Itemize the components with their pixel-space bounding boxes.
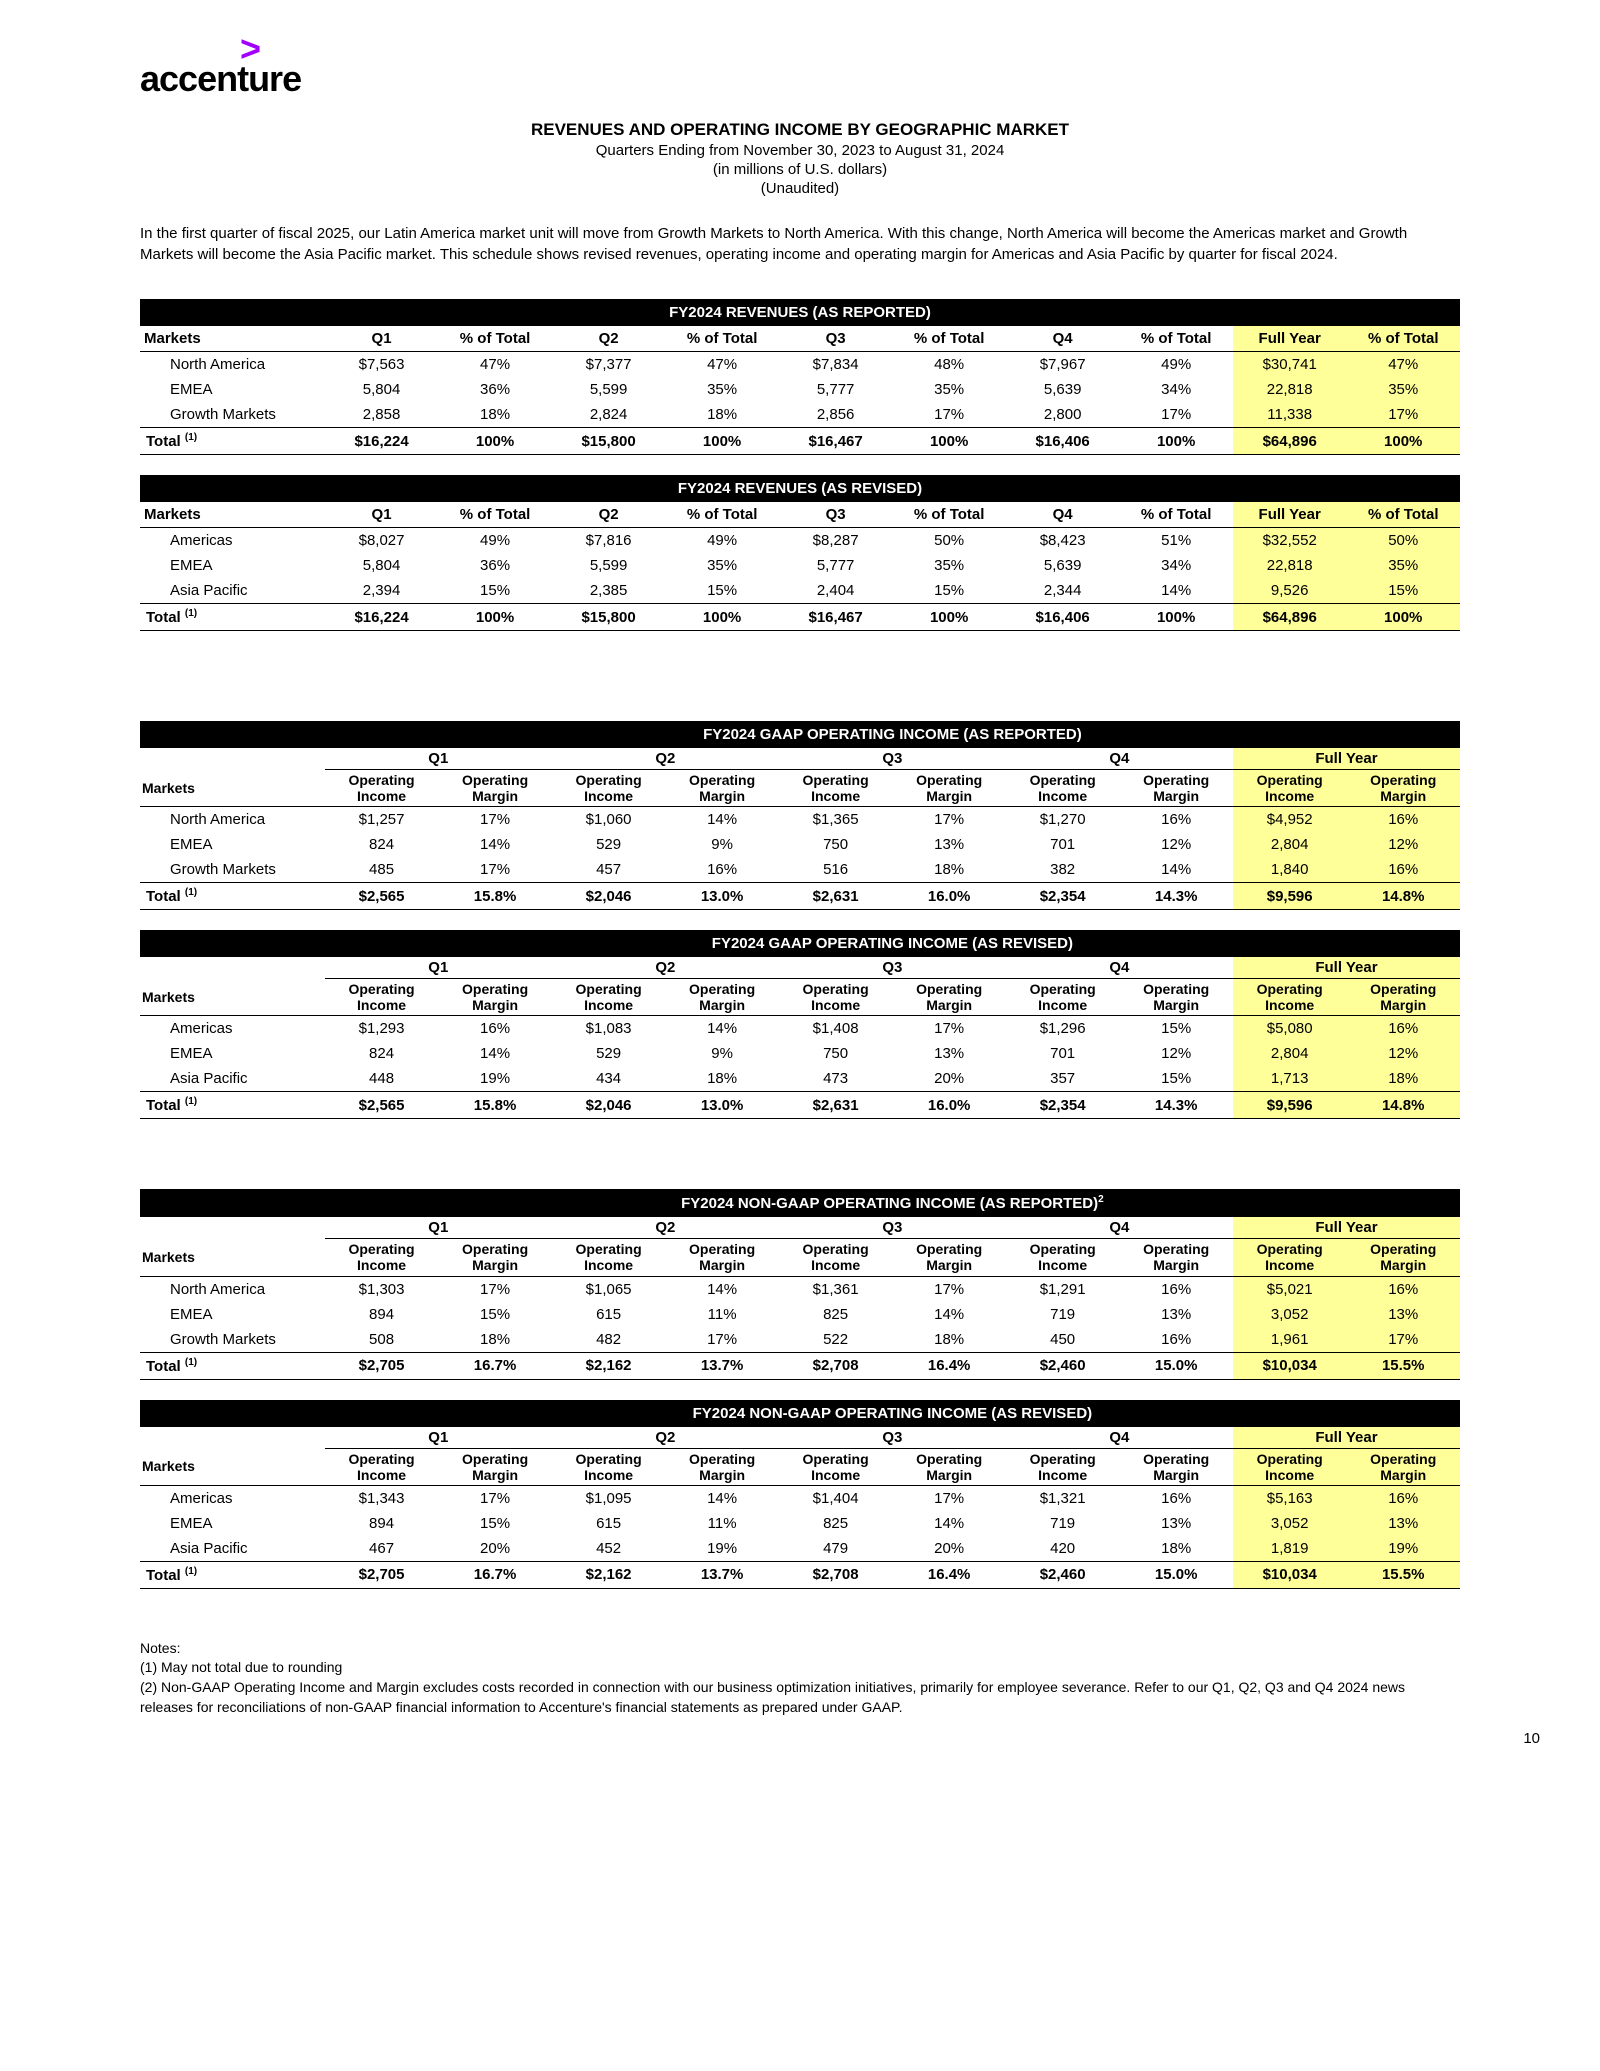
- table-title: FY2024 REVENUES (AS REPORTED): [140, 299, 1460, 326]
- subtitle-currency: (in millions of U.S. dollars): [140, 161, 1460, 178]
- total-row: Total (1)$2,56515.8%$2,04613.0%$2,63116.…: [140, 883, 1460, 910]
- table-row: Americas $8,02749%$7,81649% $8,28750%$8,…: [140, 528, 1460, 554]
- table-row: Asia Pacific46720%45219%47920%42018%1,81…: [140, 1536, 1460, 1562]
- table-title: FY2024 REVENUES (AS REVISED): [140, 475, 1460, 502]
- logo-text: accenture: [140, 58, 1460, 100]
- table-row: North America$1,30317%$1,06514%$1,36117%…: [140, 1276, 1460, 1302]
- revenue-table: FY2024 REVENUES (AS REVISED) Markets Q1%…: [140, 475, 1460, 631]
- table-row: EMEA82414%5299%75013%70112%2,80412%: [140, 832, 1460, 857]
- table-row: EMEA82414%5299%75013%70112%2,80412%: [140, 1041, 1460, 1066]
- page-number: 10: [1523, 1730, 1540, 1747]
- table-title: FY2024 NON-GAAP OPERATING INCOME (AS REV…: [325, 1400, 1460, 1427]
- note-1: (1) May not total due to rounding: [140, 1658, 1460, 1678]
- revenue-table: FY2024 REVENUES (AS REPORTED) Markets Q1…: [140, 299, 1460, 455]
- total-row: Total (1)$2,70516.7%$2,16213.7%$2,70816.…: [140, 1352, 1460, 1379]
- logo-symbol-icon: >: [240, 40, 1460, 58]
- subtitle-period: Quarters Ending from November 30, 2023 t…: [140, 142, 1460, 159]
- table-row: North America$1,25717%$1,06014%$1,36517%…: [140, 807, 1460, 833]
- total-row: Total (1) $16,224100%$15,800100% $16,467…: [140, 428, 1460, 455]
- table-title: FY2024 GAAP OPERATING INCOME (AS REPORTE…: [325, 721, 1460, 748]
- total-row: Total (1) $16,224100%$15,800100% $16,467…: [140, 604, 1460, 631]
- title-main: REVENUES AND OPERATING INCOME BY GEOGRAP…: [140, 120, 1460, 140]
- note-2: (2) Non-GAAP Operating Income and Margin…: [140, 1678, 1460, 1717]
- table-row: Growth Markets48517%45716%51618%38214%1,…: [140, 857, 1460, 883]
- table-row: Growth Markets50818%48217%52218%45016%1,…: [140, 1327, 1460, 1353]
- operating-income-table: FY2024 NON-GAAP OPERATING INCOME (AS REP…: [140, 1189, 1460, 1379]
- table-row: Asia Pacific 2,39415%2,38515% 2,40415%2,…: [140, 578, 1460, 604]
- table-row: Growth Markets 2,85818%2,82418% 2,85617%…: [140, 402, 1460, 428]
- table-row: Americas$1,34317%$1,09514%$1,40417%$1,32…: [140, 1485, 1460, 1511]
- table-row: Asia Pacific44819%43418%47320%35715%1,71…: [140, 1066, 1460, 1092]
- operating-income-table: FY2024 GAAP OPERATING INCOME (AS REPORTE…: [140, 721, 1460, 910]
- table-title: FY2024 GAAP OPERATING INCOME (AS REVISED…: [325, 930, 1460, 957]
- table-row: North America $7,56347%$7,37747% $7,8344…: [140, 352, 1460, 378]
- table-row: EMEA 5,80436%5,59935% 5,77735%5,63934% 2…: [140, 553, 1460, 578]
- table-row: EMEA 5,80436%5,59935% 5,77735%5,63934% 2…: [140, 377, 1460, 402]
- total-row: Total (1)$2,70516.7%$2,16213.7%$2,70816.…: [140, 1561, 1460, 1588]
- notes-section: Notes: (1) May not total due to rounding…: [140, 1639, 1460, 1717]
- logo: > accenture: [140, 40, 1460, 100]
- operating-income-table: FY2024 NON-GAAP OPERATING INCOME (AS REV…: [140, 1400, 1460, 1589]
- subtitle-unaudited: (Unaudited): [140, 180, 1460, 197]
- intro-paragraph: In the first quarter of fiscal 2025, our…: [140, 223, 1460, 265]
- table-row: EMEA89415%61511%82514%71913%3,05213%: [140, 1302, 1460, 1327]
- table-title: FY2024 NON-GAAP OPERATING INCOME (AS REP…: [325, 1189, 1460, 1217]
- operating-income-table: FY2024 GAAP OPERATING INCOME (AS REVISED…: [140, 930, 1460, 1119]
- document-header: REVENUES AND OPERATING INCOME BY GEOGRAP…: [140, 120, 1460, 197]
- notes-title: Notes:: [140, 1639, 1460, 1659]
- total-row: Total (1)$2,56515.8%$2,04613.0%$2,63116.…: [140, 1092, 1460, 1119]
- table-row: Americas$1,29316%$1,08314%$1,40817%$1,29…: [140, 1016, 1460, 1042]
- table-row: EMEA89415%61511%82514%71913%3,05213%: [140, 1511, 1460, 1536]
